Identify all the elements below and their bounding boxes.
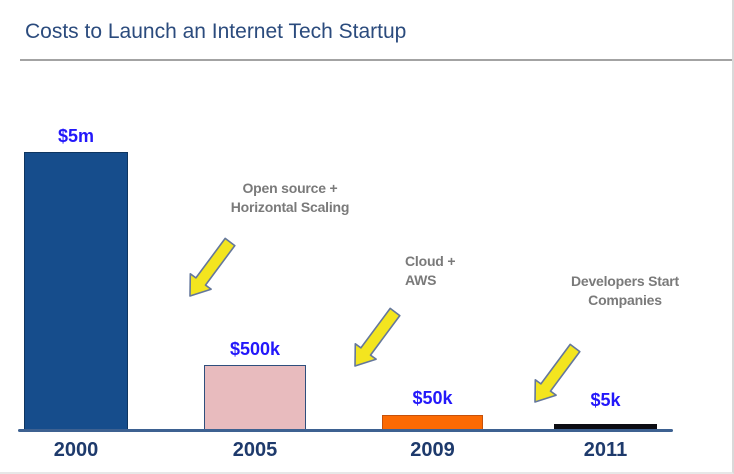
bar-value-label-2011: $5k [590, 390, 621, 410]
yellow-arrow-icon [189, 237, 236, 297]
annotation-line: AWS [405, 272, 437, 288]
bar-value-label-2009: $50k [412, 388, 453, 408]
x-axis-label-2011: 2011 [583, 439, 628, 461]
annotation-line: Developers Start [570, 273, 680, 289]
title-divider [20, 59, 732, 61]
annotation-open-source: Open source + Horizontal Scaling [200, 179, 380, 217]
bar-2009 [382, 415, 483, 430]
x-axis-label-2005: 2005 [232, 439, 278, 461]
annotation-line: Cloud + [405, 253, 456, 269]
page-title: Costs to Launch an Internet Tech Startup [25, 20, 407, 43]
annotation-line: Horizontal Scaling [230, 199, 350, 215]
annotation-line: Open source + [242, 180, 338, 196]
bar-value-label-2005: $500k [229, 339, 281, 359]
bar-value-label-2000: $5m [57, 126, 95, 146]
x-axis-line [18, 429, 673, 432]
bar-2000 [24, 152, 128, 430]
yellow-arrow-icon [354, 307, 401, 367]
bar-2011 [554, 424, 657, 430]
x-axis-label-2000: 2000 [53, 439, 99, 461]
annotation-developers: Developers Start Companies [535, 272, 715, 310]
yellow-arrow-icon [534, 343, 581, 403]
x-axis-label-2009: 2009 [410, 439, 455, 461]
bar-2005 [204, 365, 306, 430]
annotation-line: Companies [588, 292, 662, 308]
annotation-cloud-aws: Cloud + AWS [405, 252, 456, 290]
